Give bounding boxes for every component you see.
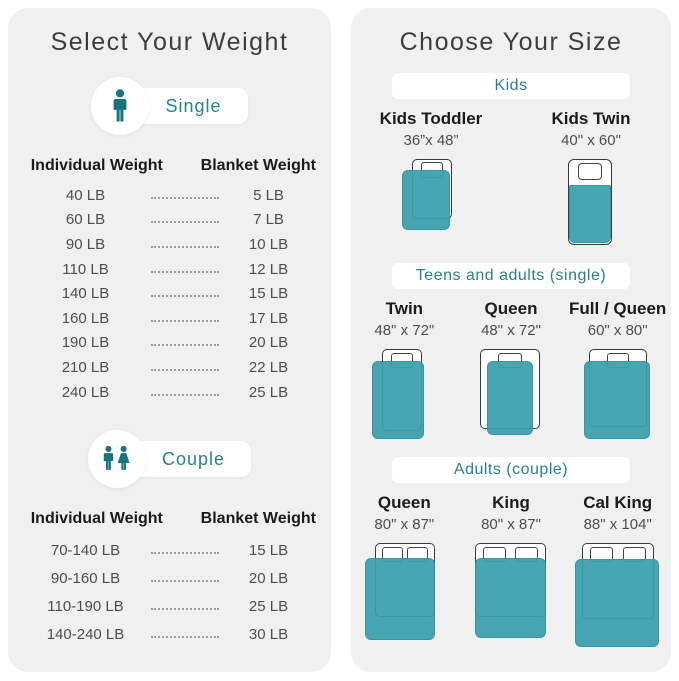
- blanket-weight-header: Blanket Weight: [200, 510, 316, 528]
- blanket-weight-header: Blanket Weight: [200, 157, 316, 174]
- table-row: 90-160 LB 20 LB: [50, 569, 289, 587]
- weight-panel: Select Your Weight Single Individual Wei…: [8, 8, 331, 672]
- table-row: 140-240 LB 30 LB: [46, 625, 289, 643]
- table-row: 40 LB 5 LB: [65, 186, 284, 204]
- dotted-leader: [150, 551, 219, 554]
- table-row: 70-140 LB 15 LB: [50, 541, 289, 559]
- size-dimensions: 88" x 104": [583, 516, 652, 533]
- weight-panel-title: Select Your Weight: [50, 28, 289, 56]
- single-table-header: Individual Weight Blanket Weight: [8, 157, 331, 175]
- blanket: [583, 361, 650, 439]
- dotted-leader: [150, 393, 219, 396]
- dotted-leader: [150, 220, 219, 224]
- couple-badge-label: Couple: [161, 448, 226, 469]
- kids-banner-label: Kids: [494, 77, 528, 94]
- teens-sizes-row: Twin 48" x 72" Queen 48" x 72" Full /: [351, 299, 671, 443]
- size-option-queen-single: Queen 48" x 72": [458, 299, 565, 443]
- size-panel-title: Choose Your Size: [399, 28, 623, 56]
- adults-couple-banner-label: Adults (couple): [453, 461, 569, 478]
- blanket: [574, 559, 659, 647]
- size-name: King: [492, 493, 530, 512]
- size-dimensions: 80" x 87": [481, 516, 541, 533]
- size-option-kids-toddler: Kids Toddler 36”x 48”: [351, 109, 511, 249]
- size-name: Twin: [385, 299, 424, 318]
- bed-icon: [365, 543, 443, 643]
- dotted-leader: [150, 294, 219, 298]
- dotted-leader: [150, 635, 219, 638]
- size-option-full-queen: Full / Queen 60" x 80": [564, 299, 671, 443]
- single-badge-pill: Single: [133, 88, 248, 124]
- table-row: 190 LB 20 LB: [61, 334, 289, 352]
- size-option-twin: Twin 48" x 72": [351, 299, 458, 443]
- table-row: 60 LB 7 LB: [65, 211, 284, 229]
- size-dimensions: 48" x 72": [481, 322, 541, 339]
- bed-icon: [566, 159, 616, 249]
- size-option-king: King 80" x 87": [458, 493, 565, 649]
- bed-icon: [474, 543, 548, 643]
- blanket: [402, 170, 450, 230]
- bed-icon: [583, 349, 652, 443]
- table-row: 210 LB 22 LB: [61, 358, 289, 376]
- kids-banner: Kids: [392, 73, 630, 99]
- adults-couple-banner: Adults (couple): [392, 457, 630, 483]
- single-badge: Single: [8, 77, 331, 135]
- table-row: 160 LB 17 LB: [61, 309, 289, 327]
- bed-icon: [479, 349, 543, 443]
- couple-badge: Couple: [8, 430, 331, 489]
- size-option-cal-king: Cal King 88" x 104": [564, 493, 671, 649]
- size-dimensions: 80" x 87": [374, 516, 435, 533]
- dotted-leader: [150, 368, 219, 371]
- couple-icon: [87, 430, 146, 489]
- dotted-leader: [150, 607, 219, 610]
- size-dimensions: 36”x 48”: [403, 132, 459, 149]
- blanket: [475, 558, 546, 638]
- bed-icon: [372, 349, 436, 443]
- single-badge-label: Single: [165, 95, 222, 116]
- blanket: [365, 558, 436, 640]
- size-option-kids-twin: Kids Twin 40" x 60": [511, 109, 671, 249]
- couple-badge-pill: Couple: [129, 441, 252, 478]
- size-dimensions: 60" x 80": [587, 322, 648, 339]
- couple-weight-table: 70-140 LB 15 LB 90-160 LB 20 LB 110-190 LB…: [8, 536, 331, 648]
- bed-icon: [400, 159, 462, 233]
- blanket: [569, 185, 611, 243]
- bed-icon: [574, 543, 661, 649]
- teens-adults-banner-label: Teens and adults (single): [415, 267, 607, 284]
- size-name: Cal King: [583, 493, 653, 512]
- blanket: [372, 361, 425, 439]
- individual-weight-header: Individual Weight: [30, 157, 163, 174]
- dotted-leader: [150, 245, 219, 248]
- adults-sizes-row: Queen 80" x 87" King 80" x 87": [351, 493, 671, 649]
- blanket: [487, 361, 533, 435]
- kids-sizes-row: Kids Toddler 36”x 48” Kids Twin 40" x 60…: [351, 109, 671, 249]
- size-name: Full / Queen: [569, 299, 667, 318]
- teens-adults-banner: Teens and adults (single): [392, 263, 630, 289]
- table-row: 140 LB 15 LB: [61, 285, 289, 303]
- dotted-leader: [150, 319, 219, 322]
- dotted-leader: [150, 270, 219, 273]
- size-dimensions: 48" x 72": [374, 322, 435, 339]
- dotted-leader: [150, 343, 219, 347]
- single-weight-table: 40 LB 5 LB 60 LB 7 LB 90 LB 10 LB 110 LB 12 …: [8, 183, 331, 404]
- size-name: Kids Twin: [551, 109, 631, 128]
- size-option-queen-couple: Queen 80" x 87": [351, 493, 458, 649]
- size-name: Kids Toddler: [379, 109, 483, 128]
- single-person-icon: [91, 77, 150, 135]
- table-row: 110 LB 12 LB: [62, 260, 289, 278]
- size-panel: Choose Your Size Kids Kids Toddler 36”x …: [351, 8, 671, 672]
- pillow: [578, 163, 602, 180]
- table-row: 240 LB 25 LB: [61, 383, 289, 401]
- size-dimensions: 40" x 60": [561, 132, 621, 149]
- dotted-leader: [150, 579, 219, 582]
- table-row: 110-190 LB 25 LB: [47, 597, 289, 615]
- individual-weight-header: Individual Weight: [30, 510, 163, 528]
- size-name: Queen: [377, 493, 431, 512]
- couple-table-header: Individual Weight Blanket Weight: [8, 510, 331, 528]
- size-name: Queen: [484, 299, 538, 318]
- dotted-leader: [150, 196, 219, 199]
- table-row: 90 LB 10 LB: [65, 235, 289, 253]
